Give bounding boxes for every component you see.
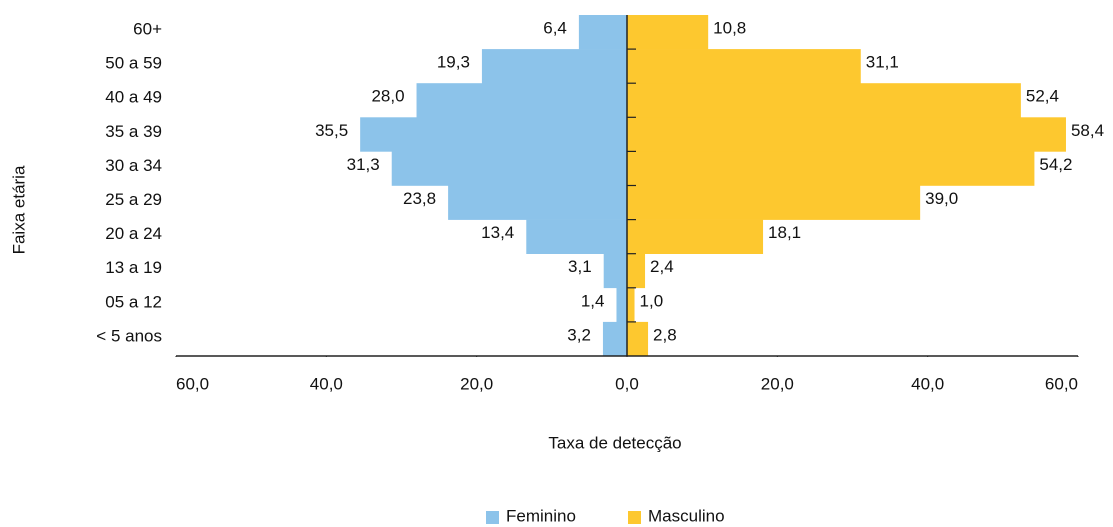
value-label: 3,1	[568, 257, 592, 276]
y-tick-label: 25 a 29	[105, 190, 162, 209]
y-tick-label: 60+	[133, 20, 162, 39]
value-label: 10,8	[713, 19, 746, 38]
bar	[627, 151, 1035, 186]
x-tick-label: 40,0	[310, 374, 343, 393]
y-axis-label: Faixa etária	[9, 165, 28, 254]
legend-label: Feminino	[506, 506, 576, 525]
x-tick-label: 20,0	[761, 374, 794, 393]
legend-swatch	[486, 511, 499, 524]
bar	[627, 219, 764, 254]
bar	[627, 117, 1066, 152]
y-tick-label: 20 a 24	[105, 224, 162, 243]
value-label: 1,4	[581, 291, 605, 310]
value-label: 35,5	[315, 121, 348, 140]
value-label: 28,0	[371, 87, 404, 106]
bar	[360, 117, 627, 152]
x-tick-label: 60,0	[1045, 374, 1078, 393]
bar	[627, 321, 649, 357]
bar	[391, 151, 627, 186]
legend-swatch	[628, 511, 641, 524]
value-label: 1,0	[640, 291, 664, 310]
bar	[627, 49, 861, 84]
value-label: 2,4	[650, 257, 674, 276]
y-tick-label: 30 a 34	[105, 156, 162, 175]
x-tick-label: 60,0	[176, 374, 209, 393]
x-tick-label: 20,0	[460, 374, 493, 393]
bar	[616, 287, 627, 323]
value-label: 52,4	[1026, 87, 1059, 106]
x-axis-label: Taxa de detecção	[548, 433, 681, 452]
value-label: 3,2	[567, 325, 591, 344]
legend-label: Masculino	[648, 506, 725, 525]
bar	[602, 321, 627, 357]
value-label: 31,3	[347, 155, 380, 174]
bar	[416, 83, 627, 118]
value-label: 31,1	[866, 53, 899, 72]
bar	[627, 185, 921, 220]
bar	[481, 49, 627, 84]
value-label: 13,4	[481, 223, 514, 242]
value-label: 23,8	[403, 189, 436, 208]
x-tick-label: 40,0	[911, 374, 944, 393]
bar	[603, 253, 627, 289]
y-tick-label: 35 a 39	[105, 122, 162, 141]
bar	[526, 219, 627, 254]
bar	[578, 15, 627, 50]
value-label: 18,1	[768, 223, 801, 242]
bar	[627, 287, 635, 323]
value-label: 2,8	[653, 325, 677, 344]
bar	[627, 83, 1021, 118]
bar	[627, 15, 709, 50]
value-label: 58,4	[1071, 121, 1104, 140]
value-label: 54,2	[1039, 155, 1072, 174]
y-tick-label: 13 a 19	[105, 258, 162, 277]
value-label: 19,3	[437, 53, 470, 72]
bar	[448, 185, 627, 220]
y-tick-label: 40 a 49	[105, 88, 162, 107]
y-tick-label: 50 a 59	[105, 54, 162, 73]
x-tick-label: 0,0	[615, 374, 639, 393]
y-tick-label: < 5 anos	[96, 326, 162, 345]
y-tick-label: 05 a 12	[105, 292, 162, 311]
value-label: 6,4	[543, 19, 567, 38]
bar	[627, 253, 646, 289]
value-label: 39,0	[925, 189, 958, 208]
